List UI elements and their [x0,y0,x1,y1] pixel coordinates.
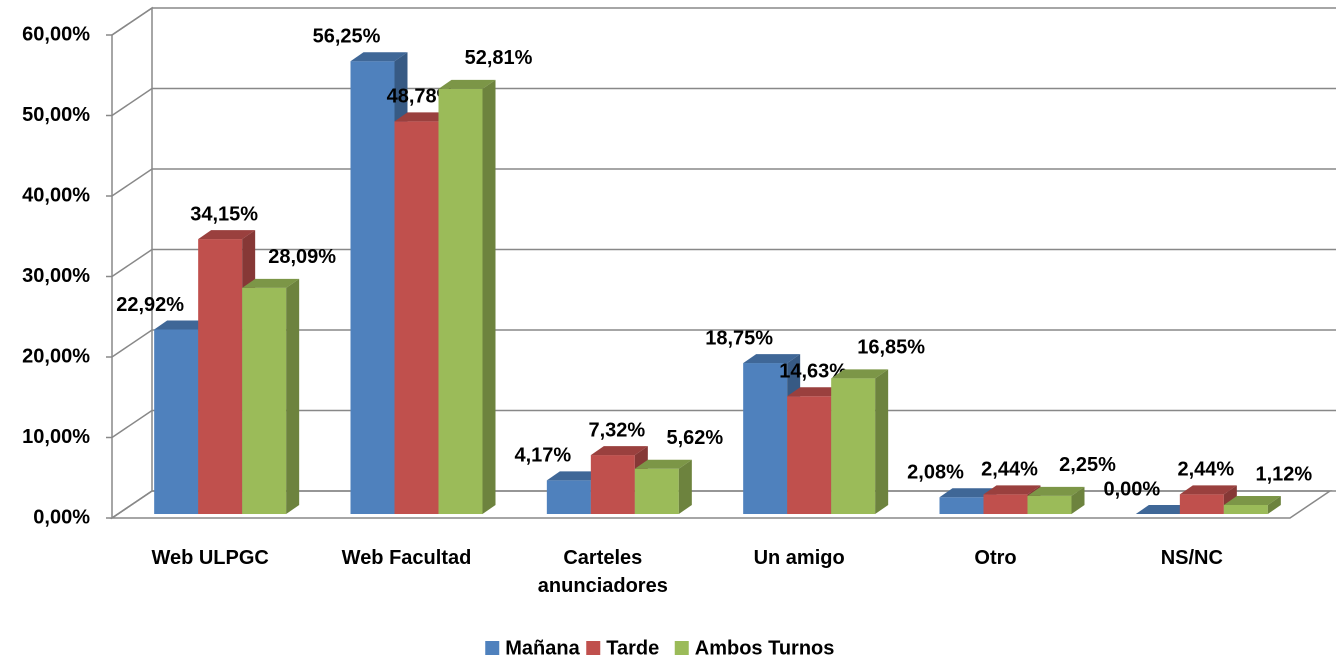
bar-front [154,329,199,514]
bar-top [154,320,212,330]
bar-top [350,52,408,62]
data-label: 56,25% [313,25,381,47]
x-tick-label: Web ULPGC [151,547,269,569]
bar-side [875,369,889,514]
legend-label: Tarde [606,637,659,659]
data-label: 48,78% [387,86,455,108]
data-label: 7,32% [588,419,645,441]
bar-side [1071,486,1085,514]
bar [831,369,889,514]
bar [242,278,300,514]
legend-label: Ambos Turnos [695,637,835,659]
x-tick-label: NS/NC [1160,547,1223,569]
x-tick-label: Un amigo [753,547,845,569]
grid-line [111,329,1336,358]
x-tick-label: Carteles anunciadores [537,547,668,597]
x-tick-label: Otro [974,547,1017,569]
grid-line [111,409,1336,439]
bar-top [939,488,997,498]
bar-top [787,387,845,397]
grid-line [111,87,1336,117]
bar-top [983,485,1041,495]
bar-top [394,112,452,122]
y-tick-label: 60,00% [22,23,90,45]
data-label: 16,85% [857,337,925,359]
bar-front [787,396,832,514]
data-label: 1,12% [1255,463,1312,485]
bar-top [634,459,692,469]
legend-label: Mañana [505,637,580,659]
data-label: 0,00% [1103,478,1160,500]
bar-front [939,497,984,514]
grid-line [111,168,1336,197]
data-label: 14,63% [779,361,847,383]
y-tick-label: 30,00% [22,265,90,287]
y-tick-label: 50,00% [22,104,90,126]
bar-front [1027,495,1072,514]
bar-top [1135,505,1193,514]
bar-front [1223,504,1268,514]
bar-front [1179,494,1224,514]
bar-front [546,480,591,514]
data-label: 2,08% [907,462,964,484]
legend-swatch [586,641,601,655]
bar-top [1027,486,1085,496]
bar-top [198,230,256,240]
bar [634,459,692,514]
bar [438,79,496,514]
data-label: 4,17% [514,445,571,467]
bar-top [1179,485,1237,495]
bar-top [438,79,496,89]
data-label: 28,09% [268,246,336,268]
y-tick-label: 0,00% [33,506,90,528]
bar-top [242,278,300,288]
bar-front [831,378,876,514]
bar-front [590,455,635,514]
grid-line [111,7,1336,36]
y-tick-label: 20,00% [22,345,90,367]
data-label: 22,92% [116,294,184,316]
bar-top [831,369,889,379]
bar-front [438,88,483,514]
bar-side [678,459,692,514]
bar-front [350,61,395,514]
x-tick-label: Web Facultad [341,547,472,569]
data-label: 2,25% [1059,454,1116,476]
bar [1135,505,1193,514]
bar-front [242,287,287,514]
bar-top [743,354,801,364]
bar-front [634,468,679,514]
bar-front [394,121,439,515]
bar-side [1267,495,1281,514]
bar-front [198,239,243,514]
bar-side [286,278,300,514]
legend-swatch [674,641,689,655]
bar-top [1223,495,1281,505]
data-label: 18,75% [705,327,773,349]
y-tick-label: 10,00% [22,426,90,448]
y-tick-label: 40,00% [22,184,90,206]
data-label: 52,81% [465,47,533,69]
bar-front [983,494,1028,514]
bar [1027,486,1085,514]
data-label: 2,44% [981,459,1038,481]
bar-top [590,446,648,456]
bar [1223,495,1281,514]
legend-swatch [485,641,500,655]
grid-line [111,248,1336,278]
data-label: 5,62% [666,427,723,449]
bar-side [482,79,496,514]
data-label: 34,15% [190,203,258,225]
data-label: 2,44% [1177,459,1234,481]
bar-top [546,471,604,481]
bar-front [743,363,788,514]
